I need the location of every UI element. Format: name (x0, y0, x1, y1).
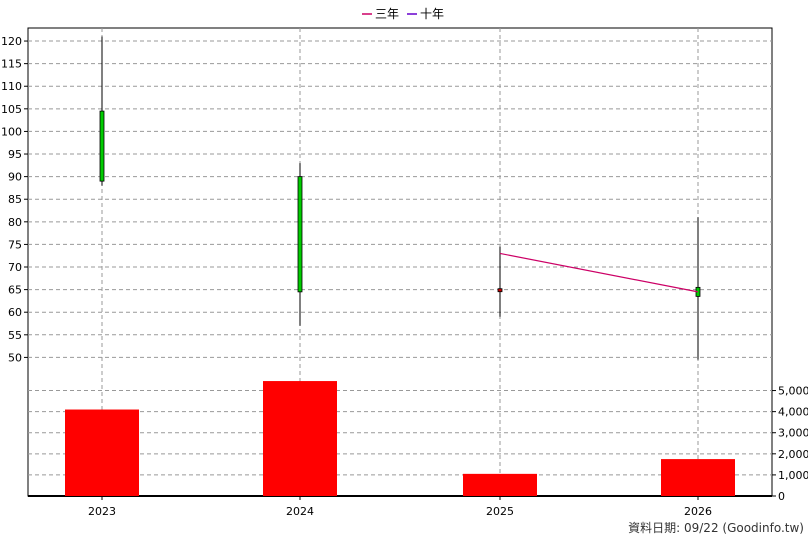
price-tick-label: 90 (8, 171, 22, 184)
volume-tick-label: 1,000 (778, 469, 808, 482)
price-tick-label: 115 (1, 58, 22, 71)
volume-bar (65, 409, 139, 496)
volume-bars (65, 381, 735, 496)
volume-bar (263, 381, 337, 496)
price-tick-label: 65 (8, 284, 22, 297)
candle-body (297, 176, 303, 293)
price-tick-label: 85 (8, 193, 22, 206)
volume-bar (463, 473, 537, 496)
plot-frame (27, 27, 773, 497)
price-tick-label: 55 (8, 329, 22, 342)
chart-legend: 三年 十年 (362, 7, 444, 21)
x-tick-label: 2024 (286, 505, 314, 518)
price-tick-label: 95 (8, 148, 22, 161)
three-year-line (499, 252, 699, 293)
volume-bar (661, 459, 735, 496)
price-tick-label: 50 (8, 351, 22, 364)
volume-tick-label: 4,000 (778, 406, 808, 419)
volume-tick-label: 5,000 (778, 385, 808, 398)
price-tick-label: 105 (1, 103, 22, 116)
volume-tick-label: 0 (778, 490, 785, 503)
x-tick-label: 2025 (486, 505, 514, 518)
price-tick-label: 75 (8, 238, 22, 251)
x-tick-label: 2026 (684, 505, 712, 518)
data-date-footer: 資料日期: 09/22 (Goodinfo.tw) (628, 521, 804, 535)
price-tick-label: 60 (8, 306, 22, 319)
legend-label: 十年 (420, 7, 444, 21)
candle-body (497, 288, 503, 293)
x-axis: 2023 2024 2025 2026 (88, 496, 712, 518)
price-tick-label: 70 (8, 261, 22, 274)
average-lines (499, 252, 699, 293)
price-tick-label: 80 (8, 216, 22, 229)
volume-tick-label: 2,000 (778, 448, 808, 461)
legend-label: 三年 (375, 7, 399, 21)
price-tick-label: 120 (1, 35, 22, 48)
plot-border (27, 27, 773, 497)
volume-axis: 0 1,000 2,000 3,000 4,000 5,000 (772, 385, 808, 503)
x-tick-label: 2023 (88, 505, 116, 518)
price-axis: 50 55 60 65 70 75 80 85 90 95 100 105 110 115 120 (1, 35, 28, 364)
volume-tick-label: 3,000 (778, 427, 808, 440)
price-tick-label: 100 (1, 125, 22, 138)
candles (99, 36, 701, 360)
price-tick-label: 110 (1, 80, 22, 93)
candle-body (99, 110, 105, 182)
